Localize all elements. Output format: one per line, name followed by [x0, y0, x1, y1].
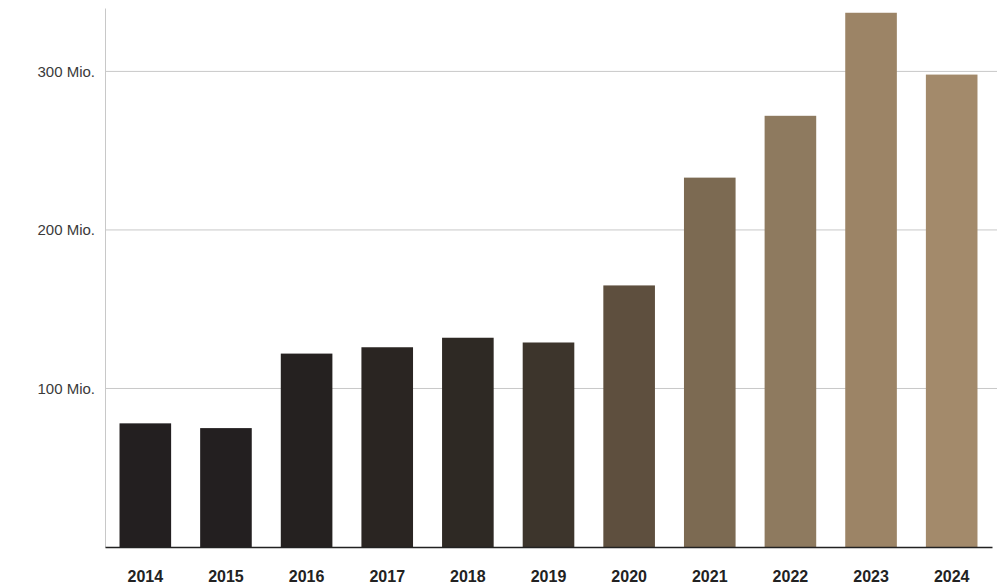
x-tick: 2021: [692, 547, 728, 585]
bar: [926, 75, 978, 547]
x-tick: 2018: [450, 547, 486, 585]
x-tick: 2020: [611, 547, 647, 585]
x-tick: 2016: [289, 547, 325, 585]
x-tick-label: 2021: [692, 568, 728, 585]
bar: [845, 13, 897, 547]
x-tick: 2015: [208, 547, 244, 585]
x-tick-label: 2014: [128, 568, 164, 585]
y-tick: 100 Mio.: [37, 380, 105, 397]
x-tick: 2024: [934, 547, 970, 585]
x-tick-label: 2024: [934, 568, 970, 585]
y-axis-line: [105, 9, 106, 548]
x-tick-label: 2023: [853, 568, 889, 585]
bar: [523, 342, 575, 547]
x-tick: 2014: [128, 547, 164, 585]
x-tick-label: 2020: [611, 568, 647, 585]
y-axis: 100 Mio. 200 Mio. 300 Mio.: [37, 9, 105, 548]
x-tick-label: 2018: [450, 568, 486, 585]
bar: [442, 338, 494, 547]
bars: [120, 13, 978, 547]
x-tick-label: 2016: [289, 568, 325, 585]
chart: 100 Mio. 200 Mio. 300 Mio. 2014 2015 2016 2017…: [0, 0, 997, 587]
bar: [684, 178, 736, 547]
bar: [765, 116, 817, 547]
bar: [603, 285, 655, 547]
x-tick-label: 2019: [531, 568, 567, 585]
x-tick-label: 2022: [773, 568, 809, 585]
x-tick: 2019: [531, 547, 567, 585]
y-tick: 300 Mio.: [37, 63, 105, 80]
x-tick: 2017: [369, 547, 405, 585]
x-tick: 2023: [853, 547, 889, 585]
bar: [281, 354, 333, 547]
bar: [120, 423, 172, 547]
bar: [200, 428, 252, 547]
bar: [361, 347, 413, 547]
y-tick-label: 300 Mio.: [37, 63, 95, 80]
x-axis: 2014 2015 2016 2017 2018 2019 2020 2021 2022 2023…: [106, 547, 993, 585]
y-tick: 200 Mio.: [37, 221, 105, 238]
x-axis-line: [106, 547, 993, 549]
x-tick: 2022: [773, 547, 809, 585]
y-tick-label: 100 Mio.: [37, 380, 95, 397]
x-tick-label: 2015: [208, 568, 244, 585]
y-tick-label: 200 Mio.: [37, 221, 95, 238]
x-tick-label: 2017: [369, 568, 405, 585]
